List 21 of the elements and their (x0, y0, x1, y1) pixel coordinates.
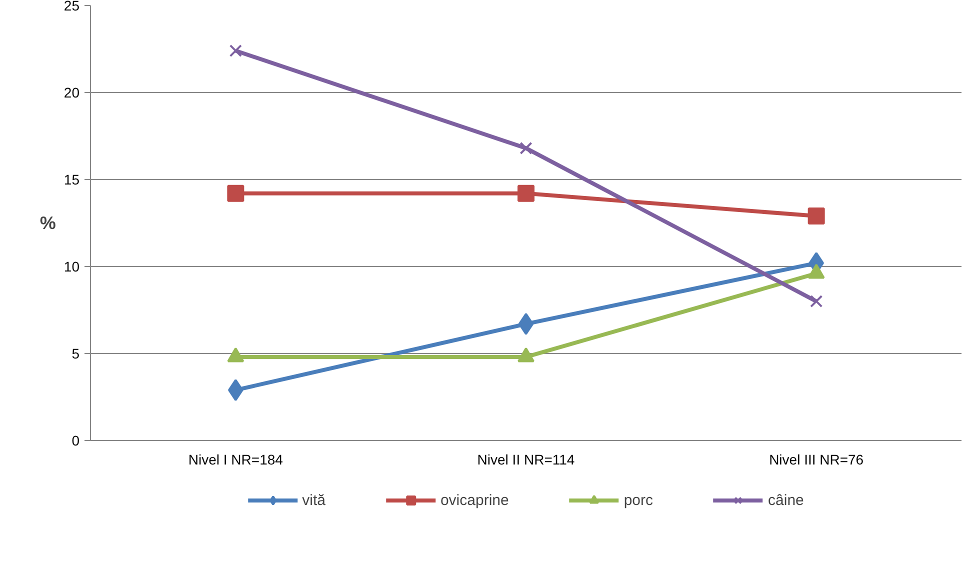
point (518, 312, 534, 335)
legend-label: ovicaprine (440, 492, 509, 508)
legend-label: porc (624, 492, 654, 508)
point (227, 184, 244, 202)
x-tick-label: Nivel I NR=184 (188, 452, 284, 468)
y-tick-label: 5 (72, 346, 80, 362)
point (810, 294, 823, 308)
y-tick-label: 10 (64, 258, 80, 274)
legend-label: vită (302, 492, 326, 508)
point (518, 184, 534, 202)
legend-label: câine (768, 492, 804, 508)
point (229, 44, 242, 58)
point (808, 208, 825, 225)
y-tick-label: 15 (64, 172, 80, 188)
y-tick-label: 0 (72, 432, 80, 448)
x-tick-label: Nivel II NR=114 (477, 452, 575, 468)
x-tick-label: Nivel III NR=76 (769, 452, 864, 468)
y-axis-title: % (40, 213, 56, 233)
y-tick-label: 25 (64, 0, 80, 14)
point (520, 142, 532, 154)
y-tick-label: 20 (64, 84, 80, 100)
